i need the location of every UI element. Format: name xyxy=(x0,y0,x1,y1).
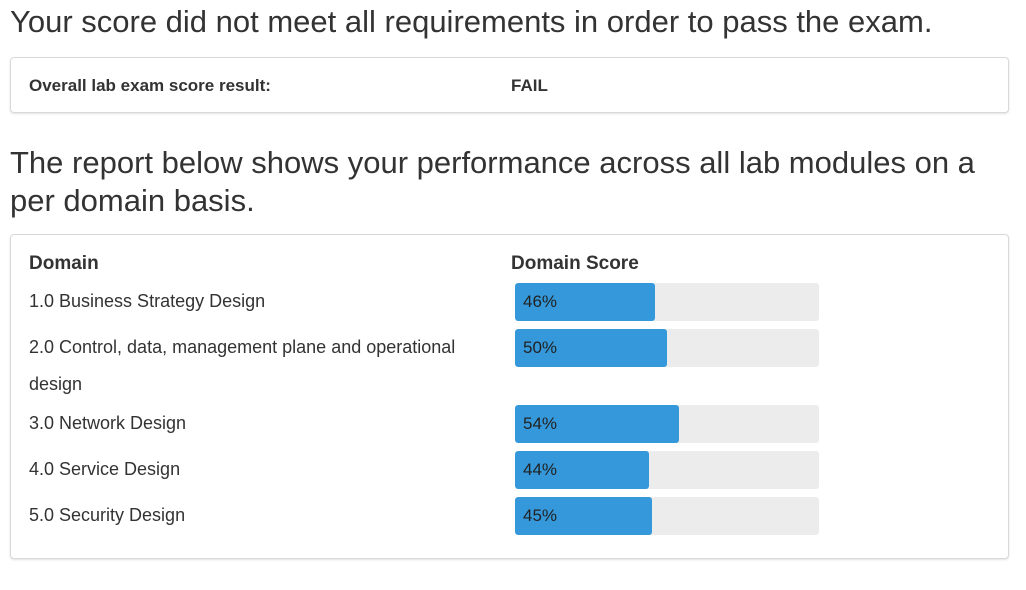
score-bar-track: 44% xyxy=(515,451,819,489)
score-bar-fill xyxy=(515,451,649,489)
domain-label: 3.0 Network Design xyxy=(29,413,187,433)
score-bar-track: 46% xyxy=(515,283,819,321)
report-intro-heading: The report below shows your performance … xyxy=(10,145,975,218)
score-percent: 46% xyxy=(523,292,558,311)
score-percent: 44% xyxy=(523,460,558,479)
overall-result-label: Overall lab exam score result: xyxy=(29,76,271,95)
domain-label: 4.0 Service Design xyxy=(29,459,181,479)
score-bar-track: 54% xyxy=(515,405,819,443)
overall-result-panel: Overall lab exam score result: FAIL xyxy=(10,57,1009,113)
score-bar-track: 50% xyxy=(515,329,819,367)
score-percent: 54% xyxy=(523,414,558,433)
score-percent: 45% xyxy=(523,506,558,525)
overall-result-value: FAIL xyxy=(511,76,548,95)
domain-score-panel: Domain Domain Score 1.0 Business Strateg… xyxy=(10,234,1009,559)
domain-label: 1.0 Business Strategy Design xyxy=(29,291,266,311)
score-bar-fill xyxy=(515,283,655,321)
domain-label: 2.0 Control, data, management plane and … xyxy=(29,337,456,394)
score-bar-fill xyxy=(515,497,652,535)
exam-result-headline: Your score did not meet all requirements… xyxy=(10,4,933,39)
score-bar-track: 45% xyxy=(515,497,819,535)
score-percent: 50% xyxy=(523,338,558,357)
score-bar-fill xyxy=(515,329,667,367)
domain-label: 5.0 Security Design xyxy=(29,505,186,525)
domain-score-column-header: Domain Score xyxy=(511,253,639,274)
domain-column-header: Domain xyxy=(29,253,99,274)
score-bar-fill xyxy=(515,405,680,443)
